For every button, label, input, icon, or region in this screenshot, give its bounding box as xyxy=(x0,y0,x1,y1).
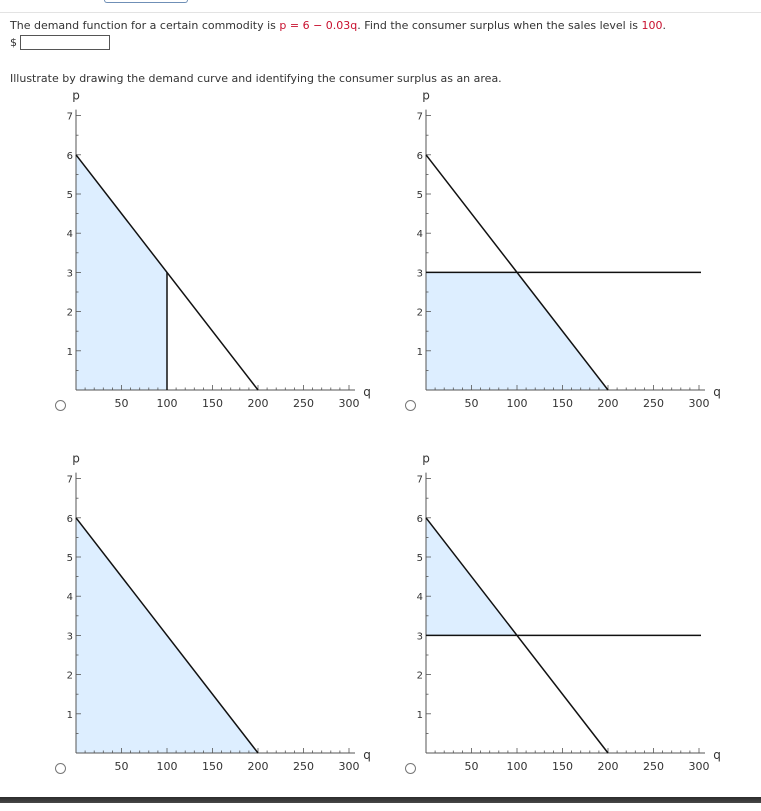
x-tick-label: 150 xyxy=(202,760,223,773)
y-tick-label: 7 xyxy=(417,112,423,123)
x-tick-label: 150 xyxy=(552,760,573,773)
x-axis-label: q xyxy=(713,748,721,762)
currency-symbol: $ xyxy=(10,36,17,49)
y-tick-label: 3 xyxy=(67,268,73,279)
x-tick-label: 150 xyxy=(202,397,223,410)
answer-row: $ xyxy=(10,35,110,50)
y-tick-label: 6 xyxy=(67,514,73,525)
y-tick-label: 5 xyxy=(67,553,73,564)
x-tick-label: 200 xyxy=(598,397,619,410)
x-axis-label: q xyxy=(363,748,371,762)
x-tick-label: 300 xyxy=(339,760,360,773)
y-tick-label: 4 xyxy=(67,592,73,603)
demand-function: p = 6 − 0.03q xyxy=(279,19,358,32)
y-tick-label: 2 xyxy=(417,671,423,682)
divider xyxy=(0,12,761,13)
option-c: 50 100 150 200 250 300 1 2 3 4 5 6 7 p q xyxy=(52,451,422,811)
x-tick-label: 200 xyxy=(598,760,619,773)
question-prefix: The demand function for a certain commod… xyxy=(10,19,280,32)
y-tick-label: 1 xyxy=(67,347,73,358)
y-axis-label: p xyxy=(422,89,430,103)
y-tick-label: 2 xyxy=(67,308,73,319)
graph-option-a: 50 100 150 200 250 300 1 2 3 4 5 6 7 p q xyxy=(67,89,371,410)
x-tick-label: 100 xyxy=(157,760,178,773)
x-tick-label: 50 xyxy=(115,760,129,773)
consumer-surplus-input[interactable] xyxy=(20,35,110,50)
x-tick-label: 200 xyxy=(248,760,269,773)
radio-option-b[interactable] xyxy=(405,400,416,411)
graph-option-c: 50 100 150 200 250 300 1 2 3 4 5 6 7 p q xyxy=(67,452,371,773)
x-axis-label: q xyxy=(713,385,721,399)
y-tick-label: 5 xyxy=(67,190,73,201)
x-tick-label: 50 xyxy=(115,397,129,410)
x-tick-label: 100 xyxy=(507,397,528,410)
x-tick-label: 100 xyxy=(507,760,528,773)
bottom-bar xyxy=(0,797,761,803)
y-tick-label: 3 xyxy=(67,631,73,642)
x-tick-label: 250 xyxy=(293,760,314,773)
y-tick-label: 4 xyxy=(417,229,423,240)
graph-option-b: 50 100 150 200 250 300 1 2 3 4 5 6 7 p q xyxy=(417,89,721,410)
question-text: The demand function for a certain commod… xyxy=(10,19,666,32)
x-tick-label: 250 xyxy=(643,397,664,410)
x-tick-label: 250 xyxy=(643,760,664,773)
y-axis-label: p xyxy=(72,452,80,466)
y-tick-label: 3 xyxy=(417,268,423,279)
y-tick-label: 4 xyxy=(67,229,73,240)
y-tick-label: 2 xyxy=(67,671,73,682)
y-tick-label: 7 xyxy=(67,475,73,486)
radio-option-d[interactable] xyxy=(405,763,416,774)
consumer-surplus-region xyxy=(426,272,608,390)
y-tick-label: 5 xyxy=(417,553,423,564)
x-tick-label: 200 xyxy=(248,397,269,410)
demand-curve xyxy=(75,517,259,754)
x-tick-label: 50 xyxy=(465,397,479,410)
y-tick-label: 6 xyxy=(417,151,423,162)
demand-curve xyxy=(425,154,609,391)
option-b: 50 100 150 200 250 300 1 2 3 4 5 6 7 p q xyxy=(402,88,761,448)
x-tick-label: 150 xyxy=(552,397,573,410)
consumer-surplus-region xyxy=(76,154,167,390)
x-tick-label: 250 xyxy=(293,397,314,410)
y-tick-label: 1 xyxy=(417,710,423,721)
y-tick-label: 4 xyxy=(417,592,423,603)
y-axis-label: p xyxy=(422,452,430,466)
radio-option-a[interactable] xyxy=(55,400,66,411)
x-tick-label: 300 xyxy=(689,397,710,410)
graph-option-d: 50 100 150 200 250 300 1 2 3 4 5 6 7 p q xyxy=(417,452,721,773)
y-tick-label: 1 xyxy=(417,347,423,358)
y-tick-label: 1 xyxy=(67,710,73,721)
option-a: 50 100 150 200 250 300 1 2 3 4 5 6 7 p q xyxy=(52,88,422,448)
option-d: 50 100 150 200 250 300 1 2 3 4 5 6 7 p q xyxy=(402,451,761,811)
x-axis-label: q xyxy=(363,385,371,399)
question-suffix: . xyxy=(662,19,667,32)
question-middle: . Find the consumer surplus when the sal… xyxy=(357,19,642,32)
y-tick-label: 6 xyxy=(417,514,423,525)
x-tick-label: 100 xyxy=(157,397,178,410)
sales-level: 100 xyxy=(641,19,663,32)
top-tab xyxy=(104,0,188,3)
demand-curve xyxy=(75,154,259,391)
y-tick-label: 7 xyxy=(67,112,73,123)
x-tick-label: 300 xyxy=(339,397,360,410)
y-axis-label: p xyxy=(72,89,80,103)
y-tick-label: 3 xyxy=(417,631,423,642)
illustrate-instruction: Illustrate by drawing the demand curve a… xyxy=(10,72,502,85)
y-tick-label: 2 xyxy=(417,308,423,319)
demand-curve xyxy=(425,517,609,754)
y-tick-label: 7 xyxy=(417,475,423,486)
x-tick-label: 300 xyxy=(689,760,710,773)
y-tick-label: 6 xyxy=(67,151,73,162)
y-tick-label: 5 xyxy=(417,190,423,201)
radio-option-c[interactable] xyxy=(55,763,66,774)
x-tick-label: 50 xyxy=(465,760,479,773)
